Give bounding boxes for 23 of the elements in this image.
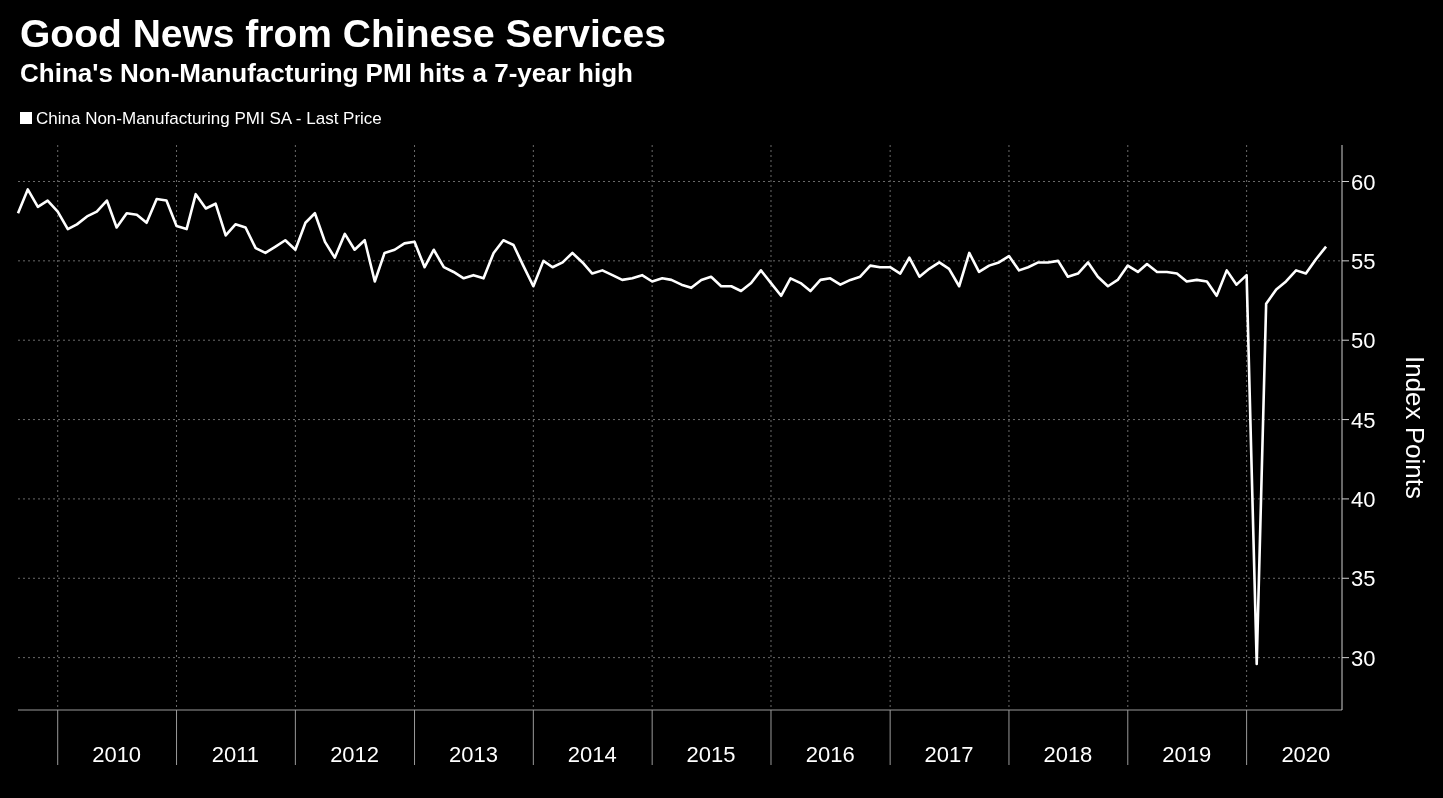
x-tick-label: 2020 — [1281, 742, 1331, 767]
x-tick-label: 2014 — [567, 742, 617, 767]
x-tick-label: 2013 — [448, 742, 498, 767]
x-tick-label: 2015 — [686, 742, 736, 767]
x-tick-label: 2011 — [211, 742, 260, 767]
x-tick-label: 2016 — [805, 742, 855, 767]
line-series — [16, 188, 1328, 666]
y-tick-label: 35 — [1351, 566, 1376, 592]
y-tick-label: 40 — [1351, 486, 1376, 512]
chart-title: Good News from Chinese Services — [20, 12, 666, 55]
y-tick-label: 45 — [1351, 407, 1376, 433]
x-tick-label: 2018 — [1043, 742, 1093, 767]
y-tick-label: 60 — [1351, 169, 1376, 195]
x-tick-label: 2010 — [92, 742, 142, 767]
y-tick-label: 30 — [1351, 645, 1376, 671]
y-tick-label: 50 — [1351, 328, 1376, 354]
y-axis-title: Index Points — [1400, 355, 1430, 500]
chart-subtitle: China's Non-Manufacturing PMI hits a 7-year high — [20, 58, 633, 88]
x-tick-label: 2012 — [330, 742, 380, 767]
x-tick-label: 2017 — [924, 742, 974, 767]
y-tick-label: 55 — [1351, 248, 1376, 274]
legend-label: China Non-Manufacturing PMI SA - Last Price — [36, 109, 382, 128]
x-tick-label: 2019 — [1162, 742, 1212, 767]
